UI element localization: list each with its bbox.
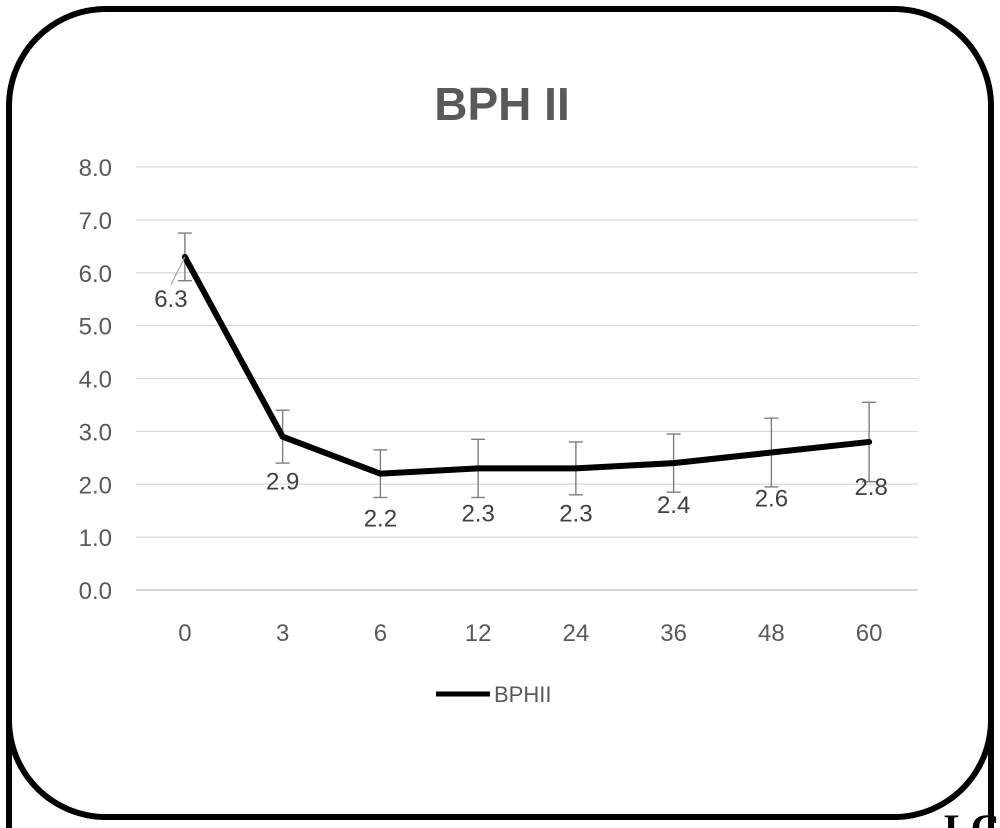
data-label: 6.3: [154, 286, 187, 313]
data-label-leader: [170, 256, 186, 286]
x-tick-label: 24: [563, 620, 590, 647]
data-label: 2.8: [854, 474, 887, 501]
y-tick-label: 0.0: [79, 578, 112, 605]
chart-frame: [6, 6, 994, 828]
y-tick-label: 4.0: [79, 367, 112, 394]
y-tick-label: 2.0: [79, 472, 112, 499]
x-tick-label: 3: [276, 620, 289, 647]
x-tick-label: 12: [465, 620, 492, 647]
x-axis-ticks: 0 3 6 12 24 36 48 60: [178, 620, 882, 647]
x-tick-label: 60: [856, 620, 883, 647]
grid-lines: [136, 166, 918, 591]
data-label: 2.9: [266, 469, 299, 496]
x-tick-label: 48: [758, 620, 785, 647]
y-tick-label: 6.0: [79, 261, 112, 288]
legend-label: BPHII: [494, 682, 551, 707]
y-tick-label: 7.0: [79, 208, 112, 235]
x-tick-label: 0: [178, 620, 191, 647]
x-tick-label: 6: [374, 620, 387, 647]
y-tick-label: 5.0: [79, 314, 112, 341]
data-labels: 6.3 2.9 2.2 2.3 2.3 2.4 2.6 2.8: [154, 256, 888, 533]
chart-title: BPH II: [434, 78, 569, 130]
series-line-bphii: [181, 253, 873, 477]
data-label: 2.6: [755, 486, 788, 513]
y-tick-label: 1.0: [79, 525, 112, 552]
y-axis-ticks: 0.0 1.0 2.0 3.0 4.0 5.0 6.0 7.0 8.0: [79, 155, 112, 605]
series-lines: [181, 253, 873, 477]
data-label: 2.3: [559, 500, 592, 527]
y-tick-label: 8.0: [79, 155, 112, 182]
legend: BPHII: [436, 682, 551, 707]
corner-text: LC: [944, 806, 1000, 828]
data-label: 2.2: [364, 506, 397, 533]
x-tick-label: 36: [660, 620, 687, 647]
y-tick-label: 3.0: [79, 419, 112, 446]
data-label: 2.3: [461, 500, 494, 527]
data-label: 2.4: [657, 492, 690, 519]
